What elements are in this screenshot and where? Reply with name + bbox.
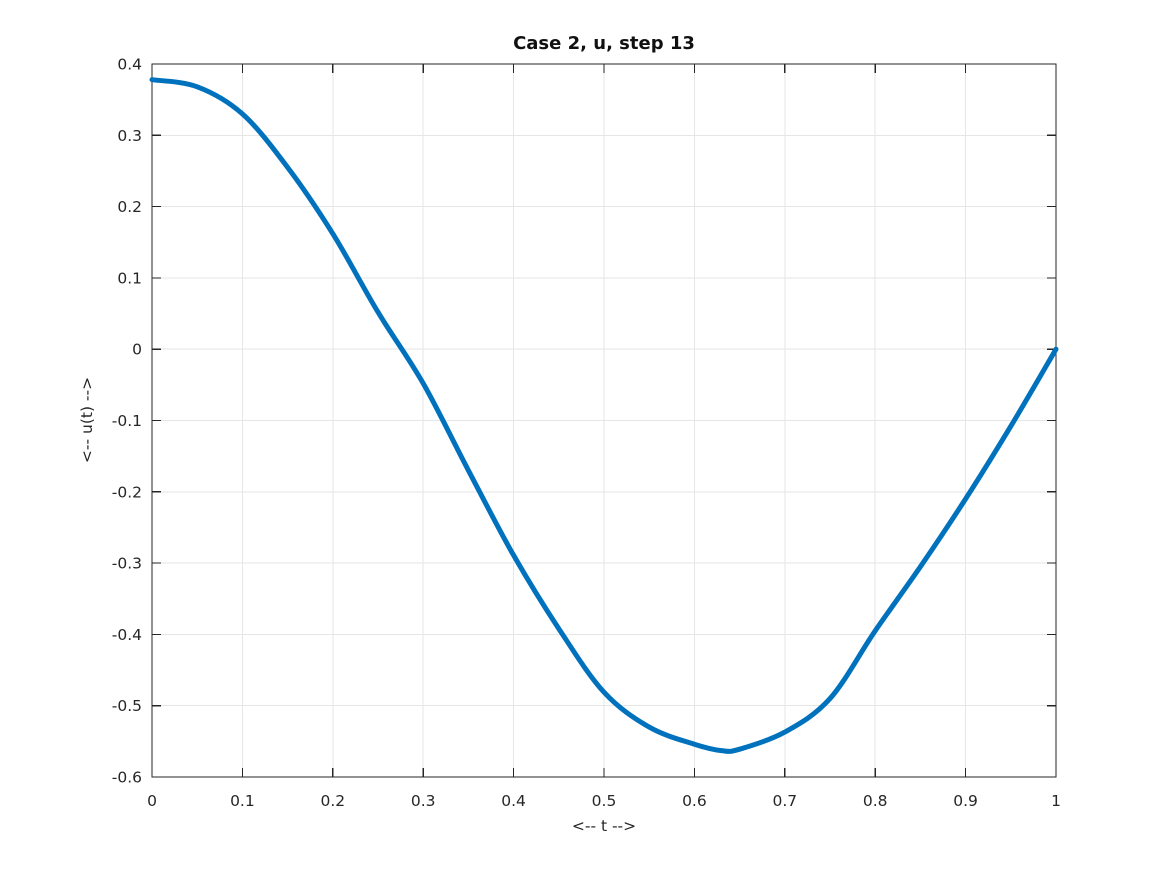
- plot-title: Case 2, u, step 13: [513, 33, 695, 54]
- x-tick-label: 0.3: [411, 792, 436, 810]
- y-tick-label: -0.2: [112, 483, 142, 501]
- x-tick-label: 0.2: [320, 792, 345, 810]
- y-tick-label: 0: [132, 341, 142, 359]
- x-tick-label: 0.1: [230, 792, 255, 810]
- y-tick-label: -0.3: [112, 555, 142, 573]
- x-tick-label: 0.6: [682, 792, 707, 810]
- y-tick-label: -0.6: [112, 769, 142, 787]
- y-tick-label: 0.4: [117, 56, 142, 74]
- x-axis-label: <-- t -->: [571, 817, 637, 835]
- y-tick-label: -0.5: [112, 697, 142, 715]
- y-axis-label: <-- u(t) -->: [78, 376, 96, 464]
- y-tick-label: 0.2: [117, 198, 142, 216]
- y-tick-label: 0.3: [117, 127, 142, 145]
- x-tick-label: 0.7: [772, 792, 797, 810]
- x-tick-label: 0.5: [592, 792, 617, 810]
- x-tick-label: 0.4: [501, 792, 526, 810]
- y-tick-label: -0.4: [112, 626, 142, 644]
- data-series-u: [149, 77, 1059, 754]
- y-tick-label: 0.1: [117, 269, 142, 287]
- x-tick-label: 1: [1051, 792, 1061, 810]
- y-tick-label: -0.1: [112, 412, 142, 430]
- x-tick-label: 0.8: [863, 792, 888, 810]
- x-tick-label: 0.9: [953, 792, 978, 810]
- x-tick-label: 0: [147, 792, 157, 810]
